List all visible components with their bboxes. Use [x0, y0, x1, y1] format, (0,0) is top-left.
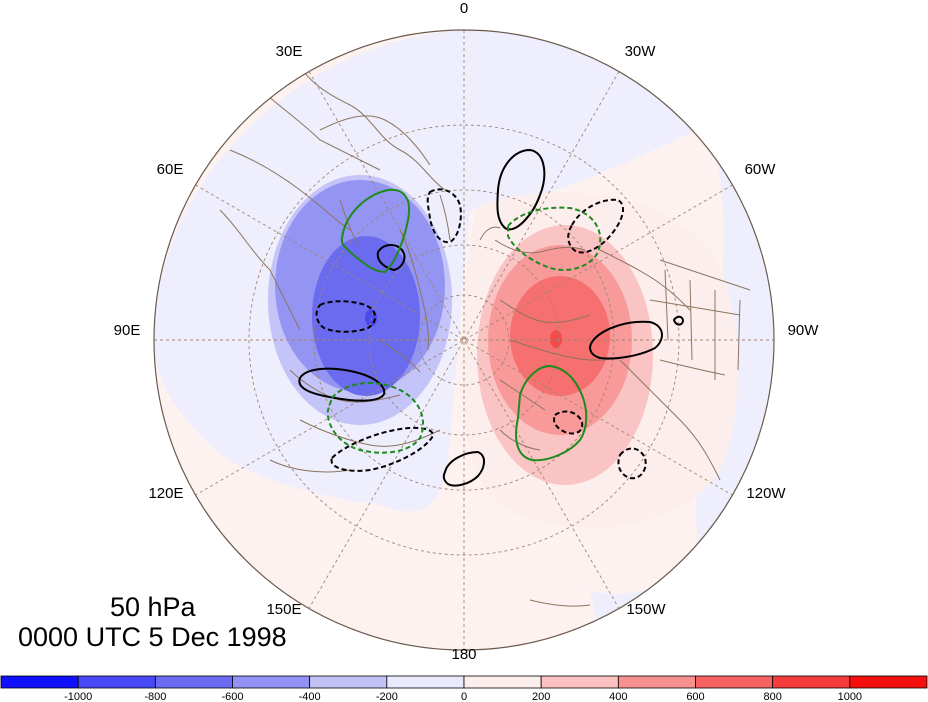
contour-black-6: [442, 450, 485, 487]
contour-dashed-black-5: [553, 410, 584, 435]
colorbar-box: [0, 675, 79, 689]
lon-label-90w: 90W: [788, 322, 820, 339]
caption-time: 0000 UTC 5 Dec 1998: [18, 622, 287, 652]
contour-dashed-black-4: [567, 198, 625, 254]
lon-label-120e: 120E: [148, 485, 183, 502]
lon-label-30w: 30W: [625, 43, 657, 60]
contours-solid-black: [298, 148, 685, 487]
contours-dashed-black: [315, 188, 647, 480]
coastlines: [219, 44, 751, 607]
graticule: [154, 30, 774, 650]
contour-dashed-black-6: [617, 447, 647, 480]
lon-label-120w: 120W: [746, 485, 786, 502]
lon-label-90e: 90E: [114, 322, 141, 339]
contour-black-2: [376, 244, 406, 272]
colorbar-tick-label: -200: [376, 691, 398, 702]
contour-black-5: [672, 315, 685, 326]
colorbar: -1000 -800 -600 -400 -200 0 200 400 600 800 1000: [0, 675, 928, 702]
colorbar-box: [849, 675, 928, 689]
colorbar-box: [154, 675, 233, 689]
shade-pos-800: [550, 330, 562, 348]
map-boundary: [153, 29, 775, 651]
contour-black-3: [298, 367, 386, 402]
lon-label-60e: 60E: [157, 161, 184, 178]
lon-label-150w: 150W: [626, 601, 666, 618]
contour-dashed-green-2: [326, 382, 425, 454]
colorbar-tick-label: -800: [144, 691, 166, 702]
colorbar-box: [463, 675, 542, 689]
colorbar-box: [309, 675, 388, 689]
colorbar-tick-label: 800: [763, 691, 781, 702]
colorbar-tick-label: -600: [221, 691, 243, 702]
colorbar-box: [386, 675, 465, 689]
colorbar-tick-label: 200: [532, 691, 550, 702]
contours-dashed-green: [326, 206, 602, 454]
longitude-labels: 0 30W 60W 90W 120W 150W 180 150E 120E 90…: [114, 0, 820, 663]
colorbar-tick-label: 0: [461, 691, 467, 702]
lon-label-60w: 60W: [745, 161, 777, 178]
lon-label-180: 180: [451, 646, 476, 663]
caption-level: 50 hPa: [110, 592, 196, 622]
shade-neg-1000: [365, 309, 377, 327]
contours-solid-green: [340, 188, 588, 462]
colorbar-box: [617, 675, 696, 689]
colorbar-tick-label: 1000: [838, 691, 862, 702]
colorbar-box: [695, 675, 774, 689]
contour-black-1: [496, 148, 546, 231]
colorbar-box: [540, 675, 619, 689]
colorbar-tick-label: -1000: [64, 691, 92, 702]
contour-dashed-black-2: [315, 300, 377, 333]
colorbar-tick-label: 400: [609, 691, 627, 702]
colorbar-box: [232, 675, 311, 689]
lon-label-0: 0: [460, 0, 468, 17]
contour-dashed-green-1: [507, 206, 602, 271]
lon-label-150e: 150E: [266, 601, 301, 618]
colorbar-box: [77, 675, 156, 689]
colorbar-tick-label: 600: [686, 691, 704, 702]
contour-dashed-black-3: [330, 426, 434, 472]
colorbar-tick-label: -400: [299, 691, 321, 702]
contour-dashed-black-1: [426, 188, 462, 244]
lon-label-30e: 30E: [276, 43, 303, 60]
contour-black-4: [589, 320, 663, 360]
colorbar-box: [772, 675, 851, 689]
contour-green-1: [340, 188, 410, 274]
contour-green-2: [515, 364, 588, 462]
